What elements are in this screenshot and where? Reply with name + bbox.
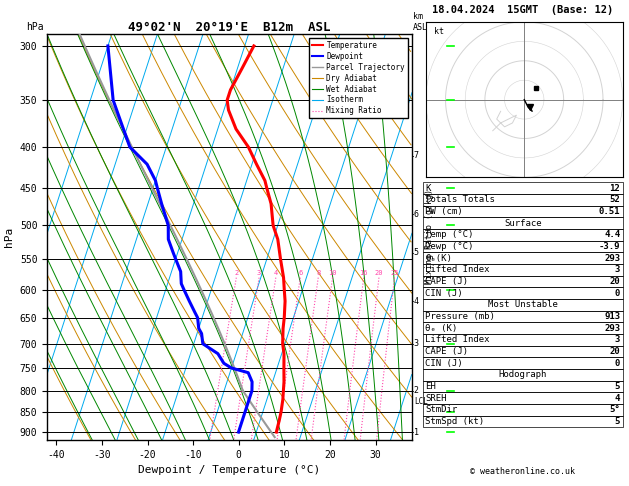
Text: CIN (J): CIN (J) [425,359,463,367]
Text: 52: 52 [610,195,620,204]
Text: hPa: hPa [26,21,44,32]
Text: 8: 8 [316,270,320,276]
Text: Totals Totals: Totals Totals [425,195,495,204]
Text: Lifted Index: Lifted Index [425,265,490,274]
Text: kt: kt [434,27,443,35]
Text: Surface: Surface [504,219,542,227]
Text: 4: 4 [274,270,278,276]
Text: EH: EH [425,382,436,391]
Text: 3: 3 [615,265,620,274]
Text: © weatheronline.co.uk: © weatheronline.co.uk [470,467,575,476]
Text: 0: 0 [615,359,620,367]
Text: SREH: SREH [425,394,447,402]
Y-axis label: hPa: hPa [4,227,14,247]
Text: CAPE (J): CAPE (J) [425,277,468,286]
Text: StmSpd (kt): StmSpd (kt) [425,417,484,426]
Text: 0.51: 0.51 [599,207,620,216]
Text: 18.04.2024  15GMT  (Base: 12): 18.04.2024 15GMT (Base: 12) [432,5,613,15]
Text: 6: 6 [298,270,303,276]
Text: km
ASL: km ASL [413,12,428,32]
Text: 2: 2 [234,270,238,276]
Text: Temp (°C): Temp (°C) [425,230,474,239]
Text: 5: 5 [615,382,620,391]
Text: Pressure (mb): Pressure (mb) [425,312,495,321]
Text: 4.4: 4.4 [604,230,620,239]
Text: -3.9: -3.9 [599,242,620,251]
X-axis label: Dewpoint / Temperature (°C): Dewpoint / Temperature (°C) [138,465,321,475]
Text: Lifted Index: Lifted Index [425,335,490,344]
Text: Most Unstable: Most Unstable [487,300,558,309]
Text: 10: 10 [328,270,337,276]
Text: Dewp (°C): Dewp (°C) [425,242,474,251]
Text: 293: 293 [604,254,620,262]
Text: 913: 913 [604,312,620,321]
Text: StmDir: StmDir [425,405,457,414]
Text: 20: 20 [375,270,383,276]
Text: 5: 5 [414,248,419,257]
Text: 3: 3 [414,339,419,348]
Text: 4: 4 [615,394,620,402]
Text: Hodograph: Hodograph [499,370,547,379]
Text: 3: 3 [615,335,620,344]
Text: 25: 25 [390,270,399,276]
Text: 12: 12 [610,184,620,192]
Text: 20: 20 [610,347,620,356]
Text: LCL: LCL [414,397,428,405]
Text: 3: 3 [257,270,261,276]
Title: 49°02'N  20°19'E  B12m  ASL: 49°02'N 20°19'E B12m ASL [128,21,331,34]
Legend: Temperature, Dewpoint, Parcel Trajectory, Dry Adiabat, Wet Adiabat, Isotherm, Mi: Temperature, Dewpoint, Parcel Trajectory… [309,38,408,119]
Text: θₑ (K): θₑ (K) [425,324,457,332]
Text: CIN (J): CIN (J) [425,289,463,297]
Text: 293: 293 [604,324,620,332]
Text: 4: 4 [414,296,419,306]
Text: θₑ(K): θₑ(K) [425,254,452,262]
Text: 20: 20 [610,277,620,286]
Text: 6: 6 [414,209,419,219]
Text: 2: 2 [414,386,419,395]
Text: 7: 7 [414,151,419,160]
Text: 5: 5 [615,417,620,426]
Text: 16: 16 [359,270,368,276]
Text: K: K [425,184,431,192]
Text: Mixing Ratio (g/kg): Mixing Ratio (g/kg) [425,190,434,284]
Text: 0: 0 [615,289,620,297]
Text: 5°: 5° [610,405,620,414]
Text: 1: 1 [414,428,419,436]
Text: PW (cm): PW (cm) [425,207,463,216]
Text: CAPE (J): CAPE (J) [425,347,468,356]
